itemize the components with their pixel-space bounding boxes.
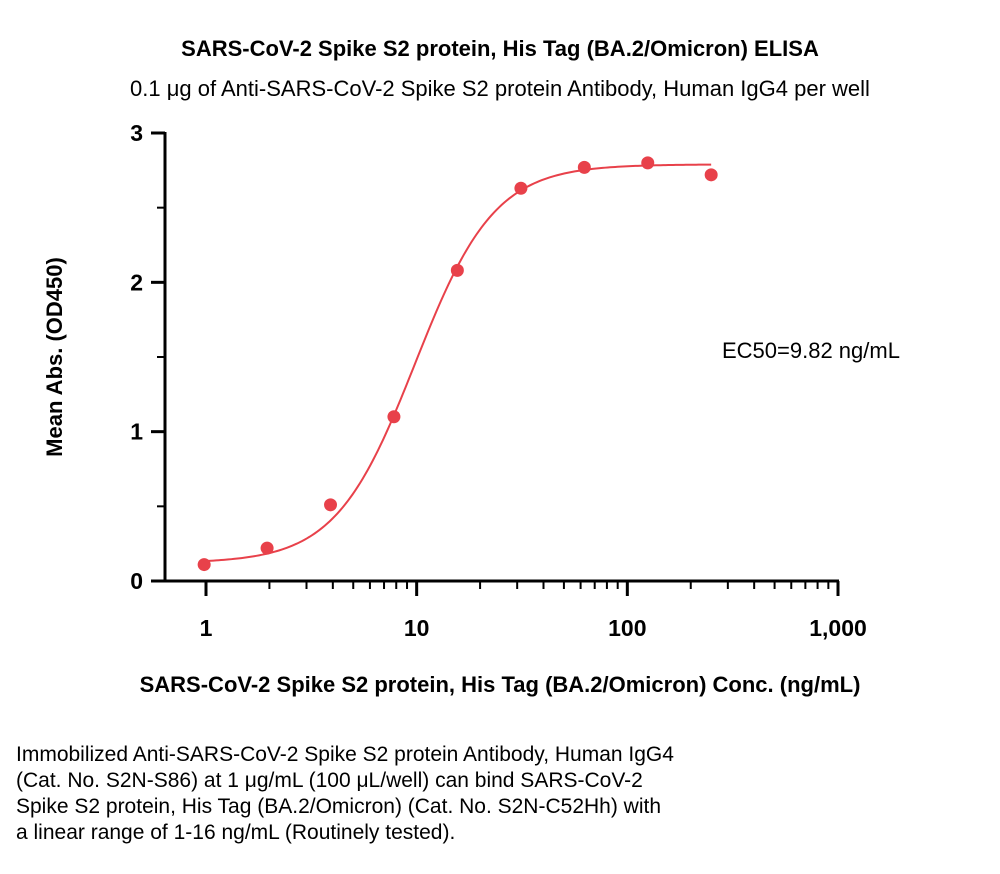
- data-point: [197, 558, 211, 572]
- elisa-chart: 0 1 2 3 1 10 100 1,000 SARS-CoV-2 Spike S2 prote…: [42, 120, 900, 697]
- figure-caption: Immobilized Anti-SARS-CoV-2 Spike S2 pro…: [16, 742, 916, 846]
- y-tick-label: 2: [130, 269, 143, 295]
- data-point: [450, 263, 464, 277]
- x-tick-label: 100: [608, 615, 646, 641]
- ec50-annotation: EC50=9.82 ng/mL: [722, 338, 900, 363]
- caption-line: Spike S2 protein, His Tag (BA.2/Omicron)…: [16, 795, 662, 818]
- caption-line: (Cat. No. S2N-S86) at 1 μg/mL (100 μL/we…: [16, 769, 643, 792]
- x-tick-label: 1: [200, 615, 213, 641]
- x-tick-label: 1,000: [809, 615, 867, 641]
- data-point: [641, 156, 655, 170]
- chart-subtitle: 0.1 μg of Anti-SARS-CoV-2 Spike S2 prote…: [130, 76, 870, 101]
- axes: [151, 131, 840, 596]
- caption-line: a linear range of 1-16 ng/mL (Routinely …: [16, 821, 456, 844]
- y-tick-label: 3: [130, 120, 143, 146]
- fit-curve-layer: [205, 163, 712, 563]
- data-point: [514, 181, 528, 195]
- data-point: [387, 410, 401, 424]
- data-points-layer: [197, 156, 718, 572]
- data-point: [260, 541, 274, 555]
- y-tick-label: 1: [130, 419, 143, 445]
- axis-labels-layer: 0 1 2 3 1 10 100 1,000 SARS-CoV-2 Spike S2 prote…: [42, 120, 900, 697]
- chart-title: SARS-CoV-2 Spike S2 protein, His Tag (BA…: [181, 36, 819, 61]
- x-tick-label: 10: [404, 615, 430, 641]
- data-point: [704, 168, 718, 182]
- x-axis-title: SARS-CoV-2 Spike S2 protein, His Tag (BA…: [140, 672, 861, 697]
- y-axis-title: Mean Abs. (OD450): [42, 257, 67, 457]
- caption-line: Immobilized Anti-SARS-CoV-2 Spike S2 pro…: [16, 743, 674, 766]
- y-tick-label: 0: [130, 568, 143, 594]
- fit-curve: [205, 163, 712, 563]
- data-point: [577, 160, 591, 174]
- data-point: [324, 498, 338, 512]
